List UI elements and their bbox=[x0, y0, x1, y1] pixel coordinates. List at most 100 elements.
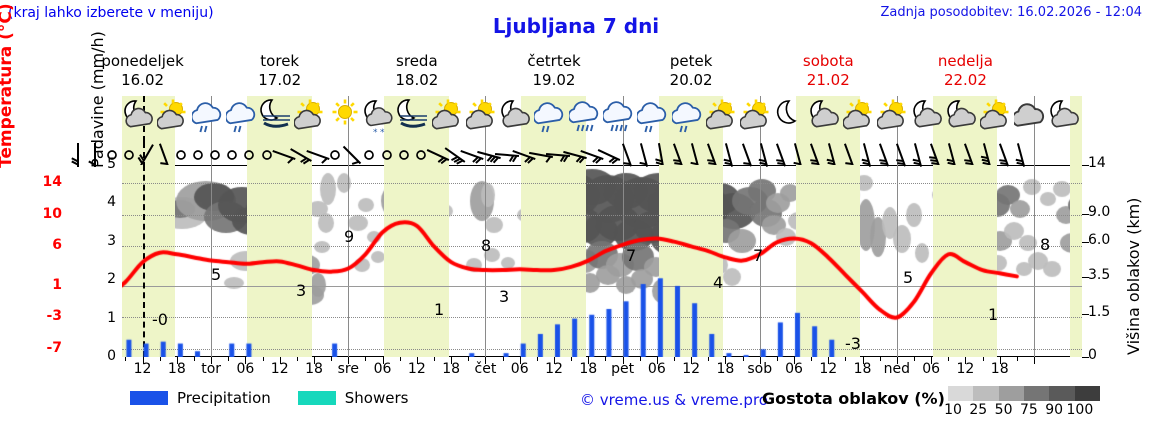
axis-tick-mark bbox=[1082, 241, 1089, 243]
x-axis-tick-label: 12 bbox=[133, 361, 152, 377]
axis-tick-mark bbox=[519, 357, 521, 364]
axis-tick-mark bbox=[536, 357, 538, 361]
day-name: sobota bbox=[802, 52, 854, 70]
wind-barb-icon bbox=[303, 142, 333, 168]
cloud-drizzle-icon bbox=[534, 97, 566, 139]
wind-barb-icon bbox=[869, 142, 899, 168]
wind-calm-icon bbox=[389, 142, 419, 168]
wind-barb-band bbox=[71, 142, 1082, 168]
meteogram-plot[interactable] bbox=[122, 165, 1082, 357]
wind-calm-icon bbox=[183, 142, 213, 168]
precipitation-swatch bbox=[130, 391, 168, 405]
x-axis-tick-label: sre bbox=[337, 361, 359, 377]
axis-tick-mark bbox=[588, 357, 590, 364]
wind-barb-icon bbox=[526, 142, 556, 168]
wind-barb-icon bbox=[132, 142, 162, 168]
wind-calm-icon bbox=[372, 142, 402, 168]
cloud-density-tick-label: 25 bbox=[969, 402, 988, 418]
temperature-value-label: 8 bbox=[481, 236, 492, 255]
cloud-icon bbox=[1014, 97, 1046, 139]
axis-tick-mark bbox=[1082, 165, 1089, 166]
x-axis-tick-label: 06 bbox=[510, 361, 529, 377]
wind-barb-icon bbox=[852, 142, 882, 168]
wind-barb-icon bbox=[972, 142, 1002, 168]
cloud-density-scale bbox=[948, 386, 1100, 401]
x-axis-tick-label: 12 bbox=[819, 361, 838, 377]
axis-tick-mark bbox=[554, 357, 555, 364]
precipitation-tick-label: 2 bbox=[107, 271, 116, 288]
precipitation-tick-label: 1 bbox=[107, 309, 116, 326]
cloud-density-tick-label: 100 bbox=[1066, 402, 1094, 418]
axis-tick-mark bbox=[759, 357, 761, 364]
temperature-tick-label: 1 bbox=[52, 276, 62, 293]
moon-fog-icon bbox=[260, 97, 292, 139]
temperature-axis-title: Temperatura (°C) bbox=[0, 3, 16, 168]
menu-hint-text: (kraj lahko izberete v meniju) bbox=[8, 5, 214, 21]
cloudheight-tick-label: 9.0 bbox=[1088, 203, 1111, 220]
axis-tick-mark bbox=[228, 357, 230, 361]
axis-tick-mark bbox=[1082, 357, 1089, 358]
day-separator-line bbox=[348, 96, 350, 142]
wind-barb-icon bbox=[337, 142, 367, 168]
wind-barb-icon bbox=[714, 142, 744, 168]
wind-barb-icon bbox=[543, 142, 573, 168]
moon-cloud-snow-icon: * * bbox=[363, 97, 395, 139]
axis-tick-mark bbox=[691, 357, 693, 364]
wind-barb-icon bbox=[577, 142, 607, 168]
x-axis-tick-label: 18 bbox=[990, 361, 1009, 377]
wind-barb-icon bbox=[286, 142, 316, 168]
axis-tick-mark bbox=[776, 357, 778, 361]
x-axis-tick-label: 12 bbox=[682, 361, 701, 377]
x-axis-tick-label: 18 bbox=[167, 361, 186, 377]
sun-cloud-icon bbox=[705, 97, 738, 139]
x-axis-tick-label: ned bbox=[883, 361, 911, 377]
temperature-value-label: 3 bbox=[296, 281, 307, 300]
temperature-value-label: 8 bbox=[1040, 235, 1051, 254]
day-header-5: sobota 21.02 bbox=[760, 52, 897, 90]
day-date: 17.02 bbox=[258, 71, 302, 89]
wind-calm-icon bbox=[320, 142, 350, 168]
axis-tick-mark bbox=[348, 357, 350, 364]
day-name: nedelja bbox=[937, 52, 993, 70]
x-axis-tick-label: tor bbox=[201, 361, 222, 377]
precipitation-legend-label: Precipitation bbox=[177, 389, 271, 407]
day-header-1: torek 17.02 bbox=[211, 52, 348, 90]
moon-cloud-icon bbox=[809, 97, 841, 139]
wind-barb-icon bbox=[149, 142, 179, 168]
page-title: Ljubljana 7 dni bbox=[492, 14, 660, 38]
current-time-line bbox=[142, 142, 145, 168]
wind-calm-icon bbox=[166, 142, 196, 168]
wind-calm-icon bbox=[252, 142, 282, 168]
wind-barb-icon bbox=[817, 142, 847, 168]
cloud-density-tick-label: 10 bbox=[944, 402, 962, 418]
day-separator-line bbox=[896, 142, 898, 168]
x-axis-tick-label: 12 bbox=[545, 361, 563, 377]
axis-tick-mark bbox=[296, 357, 298, 361]
cloudheight-tick-label: 3.5 bbox=[1088, 267, 1111, 284]
wind-barb-icon bbox=[783, 142, 813, 168]
copyright-link[interactable]: © vreme.us & vreme.pro bbox=[580, 391, 768, 409]
axis-tick-mark bbox=[142, 357, 144, 364]
cloud-drizzle-icon bbox=[637, 97, 669, 139]
temperature-tick-label: 6 bbox=[52, 237, 62, 254]
precipitation-tick-label: 4 bbox=[107, 194, 116, 211]
daylight-band bbox=[1070, 142, 1082, 168]
sun-cloud-icon bbox=[157, 97, 189, 139]
temperature-value-label: 7 bbox=[753, 246, 764, 265]
wind-barb-icon bbox=[423, 142, 453, 168]
cloud-rain-icon bbox=[603, 97, 635, 139]
cloud-density-swatch bbox=[998, 386, 1024, 401]
x-axis-tick-label: čet bbox=[474, 361, 497, 377]
precipitation-tick-label: 3 bbox=[107, 232, 116, 249]
axis-tick-mark bbox=[416, 357, 418, 364]
axis-tick-mark bbox=[639, 357, 641, 361]
wind-barb-icon bbox=[834, 142, 864, 168]
day-header-2: sreda 18.02 bbox=[348, 52, 485, 90]
temperature-value-label: 3 bbox=[499, 287, 510, 306]
x-axis-tick-label: 12 bbox=[270, 361, 289, 377]
x-axis-tick-label: 18 bbox=[579, 361, 598, 377]
day-header-4: petek 20.02 bbox=[623, 52, 760, 90]
cloud-density-swatch bbox=[1023, 386, 1050, 401]
wind-barb-icon bbox=[937, 142, 967, 168]
wind-barb-icon bbox=[440, 142, 470, 168]
